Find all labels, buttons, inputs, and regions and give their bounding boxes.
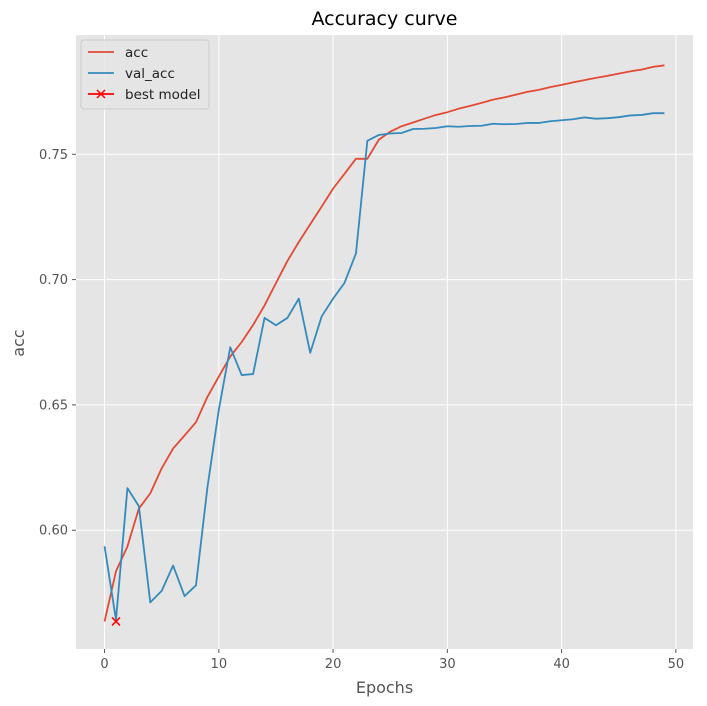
legend-label: best model bbox=[125, 87, 201, 103]
x-tick-label: 50 bbox=[668, 657, 685, 672]
legend-box bbox=[80, 39, 210, 110]
x-tick-label: 10 bbox=[211, 657, 228, 672]
x-tick-label: 30 bbox=[439, 657, 456, 672]
legend-label: acc bbox=[125, 45, 148, 61]
series-line-val-acc bbox=[103, 112, 665, 621]
axis-ticks: 0 10 20 30 40 50 0.60 0.65 0.70 0.75 bbox=[39, 148, 684, 672]
x-tick-label: 20 bbox=[325, 657, 342, 672]
x-axis-label: Epochs bbox=[356, 678, 413, 697]
y-axis-label: acc bbox=[9, 329, 28, 356]
plot-area bbox=[76, 35, 693, 649]
y-tick-label: 0.70 bbox=[39, 273, 68, 288]
y-tick-label: 0.75 bbox=[39, 148, 68, 163]
legend-item-acc: acc bbox=[88, 45, 148, 61]
grid bbox=[76, 35, 693, 649]
x-tick-label: 40 bbox=[553, 657, 570, 672]
y-tick-label: 0.65 bbox=[39, 398, 68, 413]
y-tick-label: 0.60 bbox=[39, 524, 68, 539]
legend-item-best-model: best model bbox=[88, 87, 201, 103]
series-line-acc bbox=[103, 64, 665, 622]
chart-title: Accuracy curve bbox=[311, 8, 457, 30]
best-model-marker bbox=[111, 616, 121, 626]
x-tick-label: 0 bbox=[100, 657, 108, 672]
legend-item-val-acc: val_acc bbox=[88, 66, 175, 82]
legend-label: val_acc bbox=[125, 66, 175, 82]
series-lines bbox=[103, 64, 665, 622]
markers bbox=[111, 616, 121, 626]
